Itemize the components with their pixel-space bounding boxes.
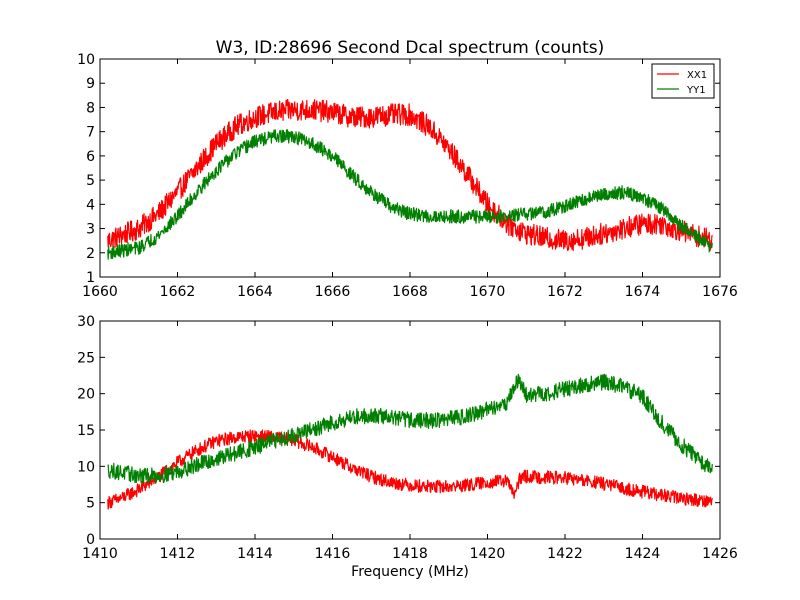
legend-label-yy1: YY1 [686,85,706,96]
x-tick-label-top: 1666 [315,284,351,300]
x-tick-label-top: 1672 [547,284,583,300]
x-tick-label-bottom: 1420 [470,546,506,562]
x-tick-label-top: 1662 [160,284,196,300]
y-tick-label-top: 7 [86,125,95,141]
x-tick-label-top: 1670 [470,284,506,300]
legend-box [651,63,715,99]
y-tick-label-bottom: 30 [77,314,95,330]
plot-area-bottom [100,321,720,539]
chart-top-panel: 1660 1662 1664 1666 1668 1670 1672 1674 1676 1 2 3 4… [77,52,738,300]
series-line-bottom-green [107,373,713,485]
x-tick-label-top: 1676 [702,284,738,300]
x-tick-label-top: 1664 [237,284,273,300]
y-tick-label-bottom: 25 [77,350,95,366]
y-tick-label-bottom: 10 [77,459,95,475]
x-tick-label-bottom: 1414 [237,546,273,562]
x-tick-label-bottom: 1410 [82,546,118,562]
x-tick-label-bottom: 1418 [392,546,428,562]
y-tick-label-bottom: 15 [77,423,95,439]
y-tick-label-top: 5 [86,173,95,189]
y-tick-label-top: 8 [86,100,95,116]
plot-area-top [100,59,720,277]
y-tick-label-top: 6 [86,149,95,165]
y-tick-label-top: 9 [86,76,95,92]
y-tick-label-top: 4 [86,197,95,213]
chart-bottom-panel: 1410 1412 1414 1416 1418 1420 1422 1424 1426 0 5 10… [77,314,738,562]
x-tick-label-top: 1674 [625,284,661,300]
x-tick-label-bottom: 1424 [625,546,661,562]
x-tick-label-top: 1668 [392,284,428,300]
y-tick-label-top: 3 [86,222,95,238]
chart-title-top: W3, ID:28696 Second Dcal spectrum (count… [216,38,605,58]
x-tick-label-bottom: 1422 [547,546,583,562]
y-tick-label-top: 2 [86,246,95,262]
y-tick-label-bottom: 5 [86,496,95,512]
y-tick-label-bottom: 20 [77,387,95,403]
series-line-top-xx1 [107,99,713,252]
y-tick-label-top: 10 [77,52,95,68]
series-line-top-yy1 [107,129,713,260]
x-tick-label-bottom: 1412 [160,546,196,562]
x-tick-label-bottom: 1416 [315,546,351,562]
legend-label-xx1: XX1 [687,70,707,81]
series-line-bottom-red [107,429,713,510]
y-tick-label-bottom: 0 [86,532,95,548]
x-tick-label-bottom: 1426 [702,546,738,562]
x-axis-label-bottom: Frequency (MHz) [351,564,469,580]
y-tick-label-top: 1 [86,270,95,286]
x-tick-label-top: 1660 [82,284,118,300]
